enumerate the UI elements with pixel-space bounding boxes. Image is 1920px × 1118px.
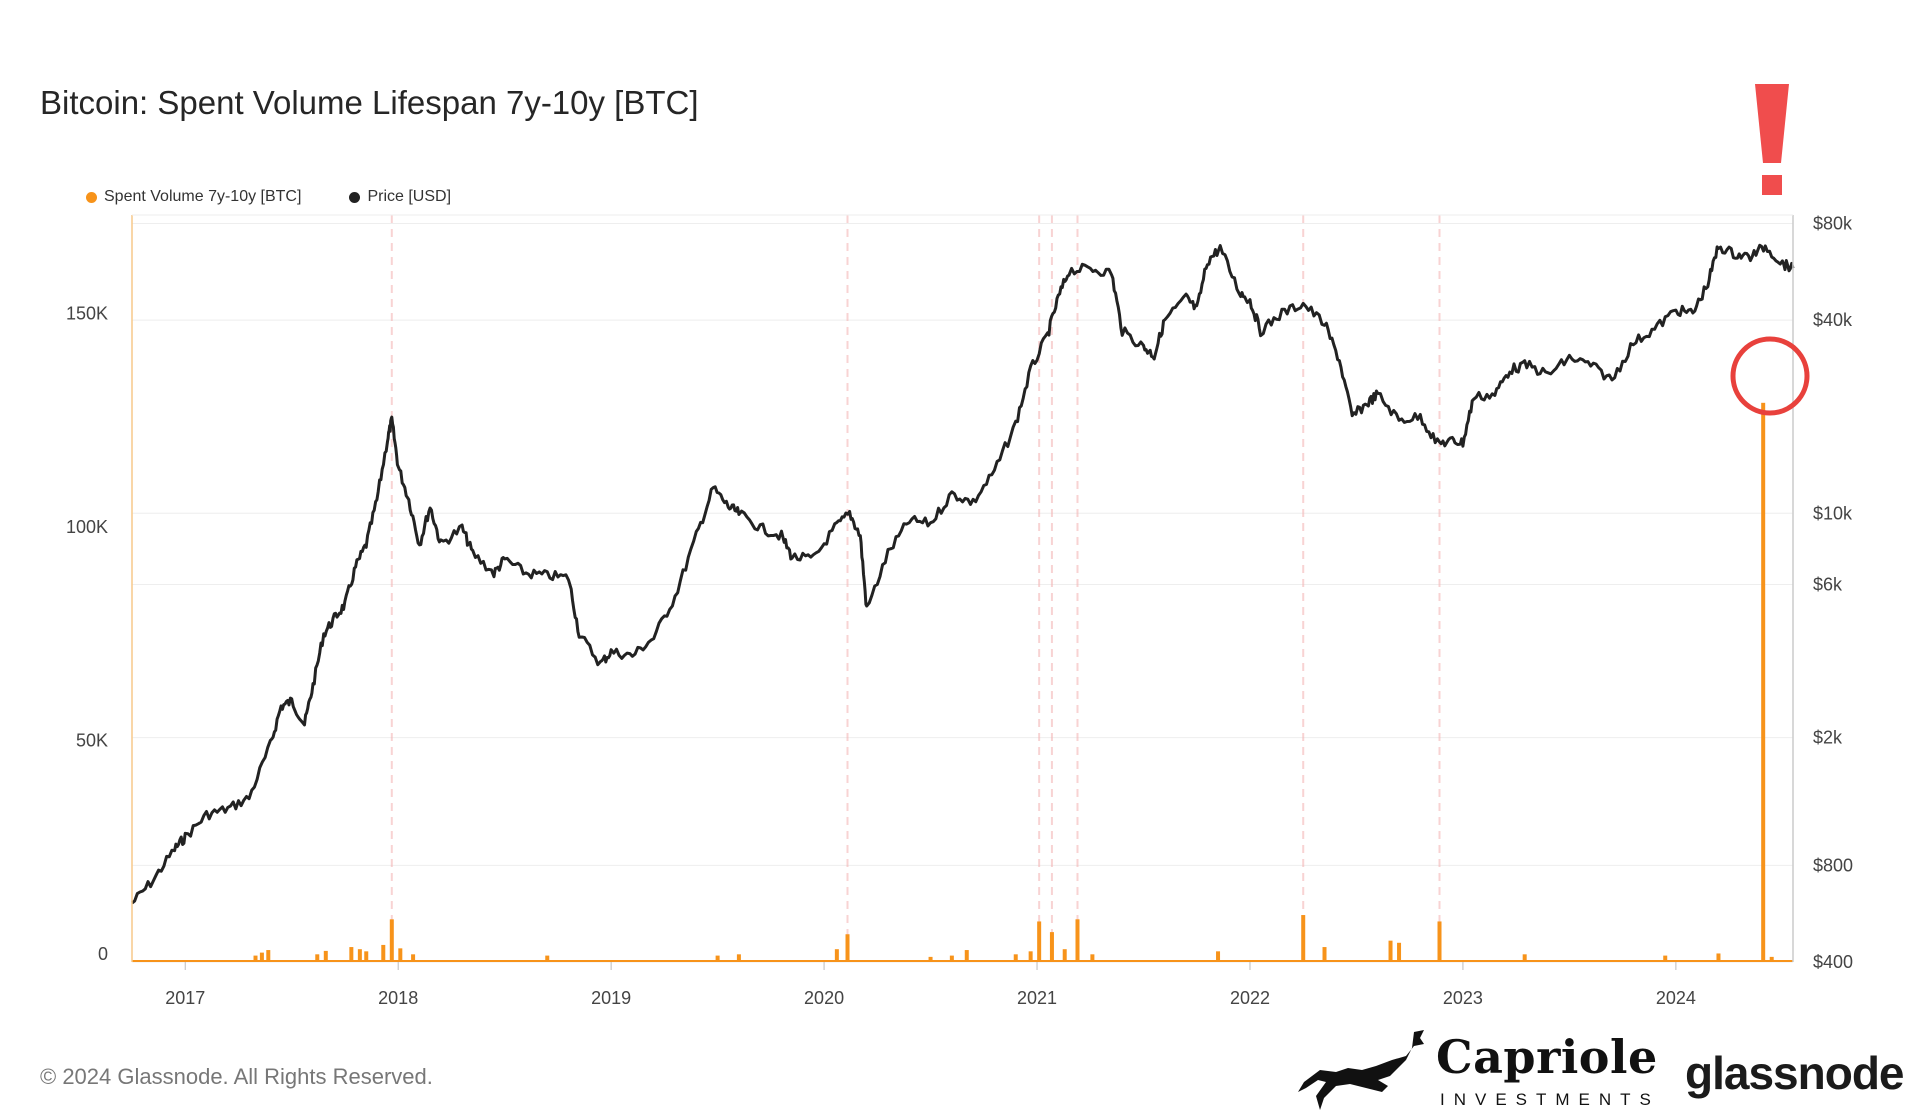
- price-line: [132, 245, 1793, 903]
- y-right-tick-label: $80k: [1813, 213, 1853, 233]
- y-right-tick-label: $400: [1813, 952, 1853, 972]
- y-right-axis-ticks: $80k $40k $10k $6k $2k $800 $400: [1813, 213, 1853, 972]
- spent-volume-bar: [1438, 921, 1442, 962]
- y-right-tick-label: $6k: [1813, 575, 1843, 595]
- x-tick-label: 2019: [591, 988, 631, 1008]
- x-tick-label: 2023: [1443, 988, 1483, 1008]
- y-right-tick-label: $10k: [1813, 503, 1853, 523]
- spent-volume-bar: [1075, 919, 1079, 962]
- spent-volume-bar: [349, 947, 353, 962]
- spent-volume-bar: [1397, 943, 1401, 962]
- y-left-axis-ticks: 150K 100K 50K 0: [66, 304, 108, 964]
- spent-volume-bar: [1037, 921, 1041, 962]
- spent-volume-bar: [846, 934, 850, 962]
- exclamation-icon: [1755, 84, 1789, 195]
- y-right-tick-label: $2k: [1813, 728, 1843, 748]
- glassnode-logo: glassnode: [1685, 1046, 1904, 1100]
- x-tick-label: 2024: [1656, 988, 1696, 1008]
- capriole-name: Capriole: [1436, 1030, 1658, 1084]
- x-tick-label: 2018: [378, 988, 418, 1008]
- horse-icon: [1296, 1026, 1426, 1116]
- y-left-tick-label: 150K: [66, 304, 108, 324]
- spent-volume-bar: [1301, 915, 1305, 962]
- y-right-tick-label: $40k: [1813, 310, 1853, 330]
- spent-volume-bar: [1389, 941, 1393, 962]
- x-tick-label: 2021: [1017, 988, 1057, 1008]
- spent-volume-bar: [381, 945, 385, 962]
- spent-volume-bar: [398, 948, 402, 962]
- vertical-marker-lines: [392, 215, 1440, 962]
- spent-volume-bars: [132, 403, 1793, 962]
- spent-volume-bar: [390, 919, 394, 962]
- y-left-tick-label: 50K: [76, 731, 108, 751]
- y-left-tick-label: 100K: [66, 517, 108, 537]
- capriole-logo: Capriole INVESTMENTS: [1296, 1026, 1648, 1116]
- x-tick-label: 2022: [1230, 988, 1270, 1008]
- y-right-tick-label: $800: [1813, 855, 1853, 875]
- axes: [132, 215, 1793, 962]
- grid-lines: [132, 223, 1793, 962]
- spent-volume-bar: [1050, 932, 1054, 962]
- footer-copyright: © 2024 Glassnode. All Rights Reserved.: [40, 1064, 433, 1090]
- capriole-subtitle: INVESTMENTS: [1440, 1090, 1660, 1110]
- spent-volume-bar: [1323, 947, 1327, 962]
- spent-volume-bar: [1761, 403, 1765, 962]
- x-tick-label: 2020: [804, 988, 844, 1008]
- x-tick-label: 2017: [165, 988, 205, 1008]
- x-axis-ticks: 2017 2018 2019 2020 2021 2022 2023 2024: [165, 962, 1696, 1008]
- highlight-circle: [1733, 339, 1807, 413]
- y-left-tick-label: 0: [98, 944, 108, 964]
